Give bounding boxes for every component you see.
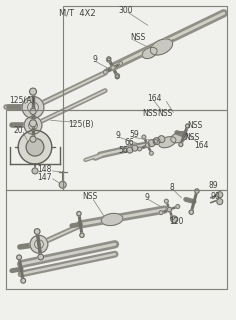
Circle shape <box>176 204 180 208</box>
Circle shape <box>127 147 133 153</box>
Circle shape <box>154 140 158 143</box>
Circle shape <box>158 136 165 143</box>
Circle shape <box>142 135 146 139</box>
Circle shape <box>170 216 174 220</box>
Text: 148: 148 <box>37 165 51 174</box>
Ellipse shape <box>159 137 176 148</box>
Text: NSS: NSS <box>82 192 98 201</box>
Circle shape <box>138 147 142 151</box>
Circle shape <box>30 136 36 142</box>
Text: 20: 20 <box>13 126 23 135</box>
Circle shape <box>77 212 81 216</box>
Circle shape <box>217 192 223 198</box>
Circle shape <box>21 278 25 283</box>
Circle shape <box>80 233 84 237</box>
Text: 8: 8 <box>169 183 174 192</box>
Circle shape <box>164 199 168 203</box>
Text: 300: 300 <box>118 6 133 15</box>
Circle shape <box>26 138 44 156</box>
Text: 9: 9 <box>115 131 120 140</box>
Circle shape <box>153 138 160 145</box>
Circle shape <box>32 168 38 174</box>
Circle shape <box>116 74 119 77</box>
Circle shape <box>111 66 115 70</box>
Circle shape <box>59 181 66 188</box>
Text: 147: 147 <box>37 173 51 182</box>
Circle shape <box>186 124 190 128</box>
Text: 164: 164 <box>148 94 162 103</box>
Circle shape <box>103 70 107 74</box>
Circle shape <box>17 255 21 260</box>
Text: 9: 9 <box>92 55 97 64</box>
Text: NSS: NSS <box>130 33 145 42</box>
Circle shape <box>189 210 194 214</box>
Text: 89: 89 <box>209 181 219 190</box>
Text: 9: 9 <box>145 193 150 202</box>
Circle shape <box>159 211 163 215</box>
Circle shape <box>167 207 172 212</box>
Text: 90: 90 <box>211 192 221 201</box>
Circle shape <box>145 143 150 148</box>
Circle shape <box>38 254 44 260</box>
Circle shape <box>30 235 48 253</box>
Circle shape <box>171 216 178 223</box>
Text: NSS: NSS <box>187 121 202 130</box>
Circle shape <box>34 229 40 234</box>
Circle shape <box>107 58 111 62</box>
Text: 56: 56 <box>118 146 128 155</box>
Circle shape <box>30 120 37 127</box>
Circle shape <box>217 199 223 204</box>
Text: NSS: NSS <box>157 109 173 118</box>
Circle shape <box>24 116 42 134</box>
Circle shape <box>22 97 44 118</box>
Text: 120: 120 <box>169 217 184 226</box>
Circle shape <box>195 189 199 193</box>
Text: 125(A): 125(A) <box>9 96 35 105</box>
Ellipse shape <box>101 213 123 226</box>
Circle shape <box>107 57 111 61</box>
Text: M/T  4X2: M/T 4X2 <box>59 9 95 18</box>
Circle shape <box>119 61 123 65</box>
Text: NSS: NSS <box>143 109 158 118</box>
Circle shape <box>149 151 153 155</box>
Text: 125(B): 125(B) <box>69 120 94 129</box>
Ellipse shape <box>150 39 173 55</box>
Ellipse shape <box>142 47 157 59</box>
Circle shape <box>179 142 183 147</box>
Circle shape <box>115 75 119 79</box>
Text: NSS: NSS <box>184 133 199 142</box>
Text: 66: 66 <box>125 138 135 147</box>
Circle shape <box>148 140 155 147</box>
Circle shape <box>30 88 37 95</box>
Circle shape <box>18 130 52 164</box>
Circle shape <box>132 145 138 151</box>
Circle shape <box>30 108 36 115</box>
Text: 59: 59 <box>130 130 140 139</box>
Text: 164: 164 <box>194 140 209 150</box>
Ellipse shape <box>171 132 188 143</box>
